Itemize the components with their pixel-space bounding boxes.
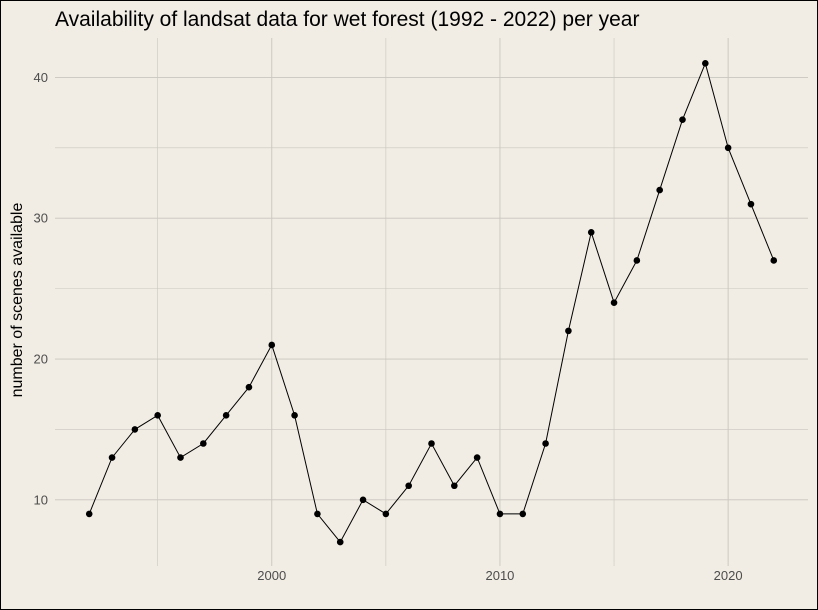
data-point xyxy=(382,510,390,518)
data-point xyxy=(724,144,732,152)
data-point xyxy=(587,229,595,236)
data-point xyxy=(314,510,321,518)
data-point xyxy=(245,383,253,391)
y-tick-label: 30 xyxy=(34,211,48,226)
data-point xyxy=(679,116,686,123)
data-point xyxy=(268,341,276,349)
data-point xyxy=(222,412,230,419)
data-point xyxy=(747,200,755,208)
y-tick-label: 10 xyxy=(34,492,48,507)
data-point xyxy=(610,299,618,307)
data-point xyxy=(633,257,641,264)
data-point xyxy=(85,510,93,518)
data-point xyxy=(428,440,435,447)
data-point xyxy=(405,482,412,490)
data-point xyxy=(336,538,344,546)
data-point xyxy=(656,186,663,194)
x-tick-label: 2000 xyxy=(257,568,286,583)
data-point xyxy=(131,426,139,433)
data-point xyxy=(359,496,367,504)
data-point xyxy=(702,60,709,67)
data-point xyxy=(496,510,504,518)
data-point xyxy=(542,440,549,447)
y-tick-label: 20 xyxy=(34,352,48,367)
chart-title: Availability of landsat data for wet for… xyxy=(55,8,640,31)
data-point xyxy=(291,412,298,419)
data-point xyxy=(200,440,207,447)
data-point xyxy=(565,327,572,335)
data-point xyxy=(108,454,116,461)
data-point xyxy=(473,454,481,461)
y-tick-label: 40 xyxy=(34,70,48,85)
data-point xyxy=(519,510,527,518)
data-point xyxy=(177,454,184,461)
data-point xyxy=(451,482,458,490)
data-point xyxy=(154,412,161,419)
x-tick-label: 2020 xyxy=(714,568,743,583)
x-tick-label: 2010 xyxy=(485,568,514,583)
data-point xyxy=(770,257,778,264)
series-line xyxy=(88,61,775,543)
